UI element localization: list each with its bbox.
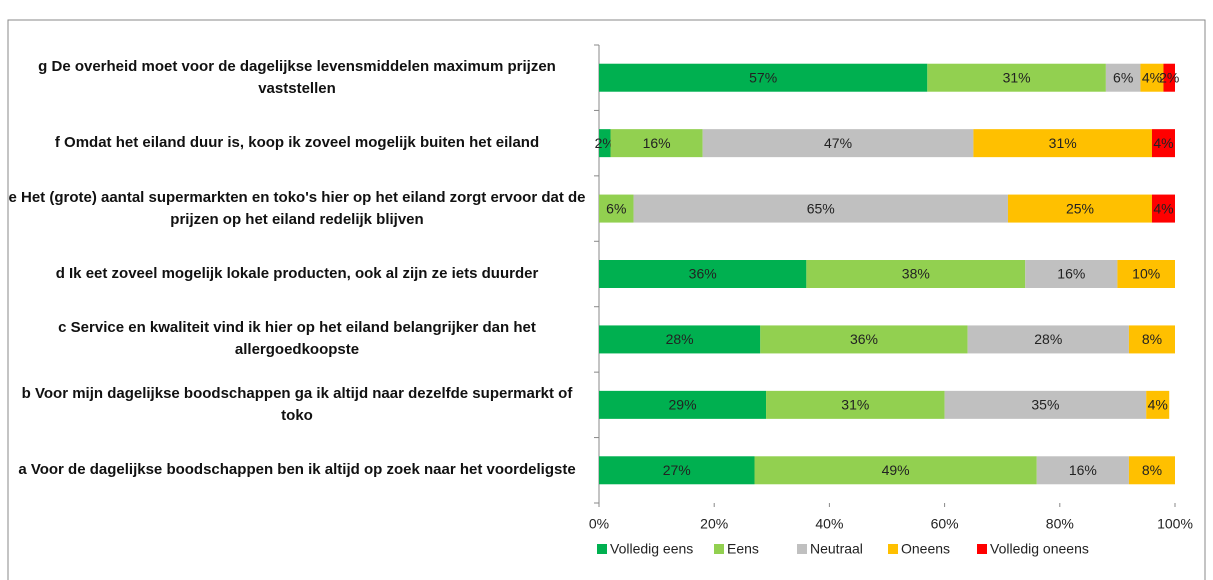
legend-swatch [714,544,724,554]
value-label: 36% [689,266,717,282]
value-label: 28% [1034,331,1062,347]
legend-label: Oneens [901,541,950,557]
bar-segment [760,325,968,354]
bar-segment [944,390,1147,419]
bar-segment [1151,129,1175,158]
legend-label: Volledig eens [610,541,693,557]
x-tick-label: 100% [1157,516,1193,532]
bar-segment [702,129,974,158]
bar-segment [610,129,703,158]
category-label: d Ik eet zoveel mogelijk lokale producte… [55,265,539,282]
legend-label: Eens [727,541,759,557]
value-label: 49% [882,462,910,478]
bar-segment [806,260,1026,288]
value-label: 36% [850,331,878,347]
bar-segment [967,325,1129,354]
bar-segment [927,63,1106,92]
value-label: 4% [1153,135,1173,151]
value-label: 28% [666,331,694,347]
legend-label: Volledig oneens [990,541,1089,557]
bar-segment [599,390,767,419]
value-label: 31% [1049,135,1077,151]
bar-segment [1163,63,1175,92]
bar-segment [599,63,928,92]
bar-segment [1007,194,1152,223]
bar-segment [1151,194,1175,223]
value-label: 29% [669,397,697,413]
value-label: 6% [606,200,626,216]
bar-segment [633,194,1008,223]
value-label: 8% [1142,331,1162,347]
bar-segment [1140,63,1164,92]
value-label: 16% [1069,462,1097,478]
value-label: 6% [1113,69,1133,85]
value-label: 65% [807,200,835,216]
value-label: 16% [643,135,671,151]
category-label: e Het (grote) aantal supermarkten en tok… [8,188,586,228]
legend-swatch [597,544,607,554]
bar-segment [1117,260,1175,288]
legend-swatch [977,544,987,554]
chart-border [7,19,1206,580]
value-label: 47% [824,135,852,151]
bar-segment [599,325,761,354]
value-label: 25% [1066,200,1094,216]
legend-label: Neutraal [810,541,863,557]
value-label: 31% [841,397,869,413]
category-label: c Service en kwaliteit vind ik hier op h… [58,319,536,359]
value-label: 16% [1057,266,1085,282]
bar-segment [1128,456,1175,485]
value-label: 4% [1153,200,1173,216]
category-label: g De overheid moet voor de dagelijkse le… [38,57,556,97]
value-label: 2% [1159,69,1179,85]
bar-segment [973,129,1152,158]
legend-swatch [797,544,807,554]
x-tick-label: 20% [700,516,728,532]
bar-segment [754,456,1037,485]
category-label: f Omdat het eiland duur is, koop ik zove… [54,134,540,152]
category-label: a Voor de dagelijkse boodschappen ben ik… [18,461,576,479]
value-label: 4% [1142,69,1162,85]
value-label: 4% [1148,397,1168,413]
value-label: 27% [663,462,691,478]
bar-segment [1146,390,1170,419]
x-tick-label: 40% [815,516,843,532]
bar-segment [1036,456,1129,485]
value-label: 38% [902,266,930,282]
value-label: 31% [1003,69,1031,85]
bar-segment [1105,63,1141,92]
bar-segment [599,129,611,158]
value-label: 35% [1031,397,1059,413]
bar-segment [599,456,755,485]
bar-segment [599,260,807,288]
value-label: 2% [595,135,615,151]
x-tick-label: 0% [589,516,609,532]
category-label: b Voor mijn dagelijkse boodschappen ga i… [21,384,573,424]
bar-segment [1128,325,1175,354]
x-tick-label: 60% [931,516,959,532]
value-label: 10% [1132,266,1160,282]
bar-segment [599,194,634,223]
x-tick-label: 80% [1046,516,1074,532]
bar-segment [1025,260,1118,288]
value-label: 8% [1142,462,1162,478]
value-label: 57% [749,69,777,85]
bar-segment [766,390,945,419]
legend-swatch [888,544,898,554]
